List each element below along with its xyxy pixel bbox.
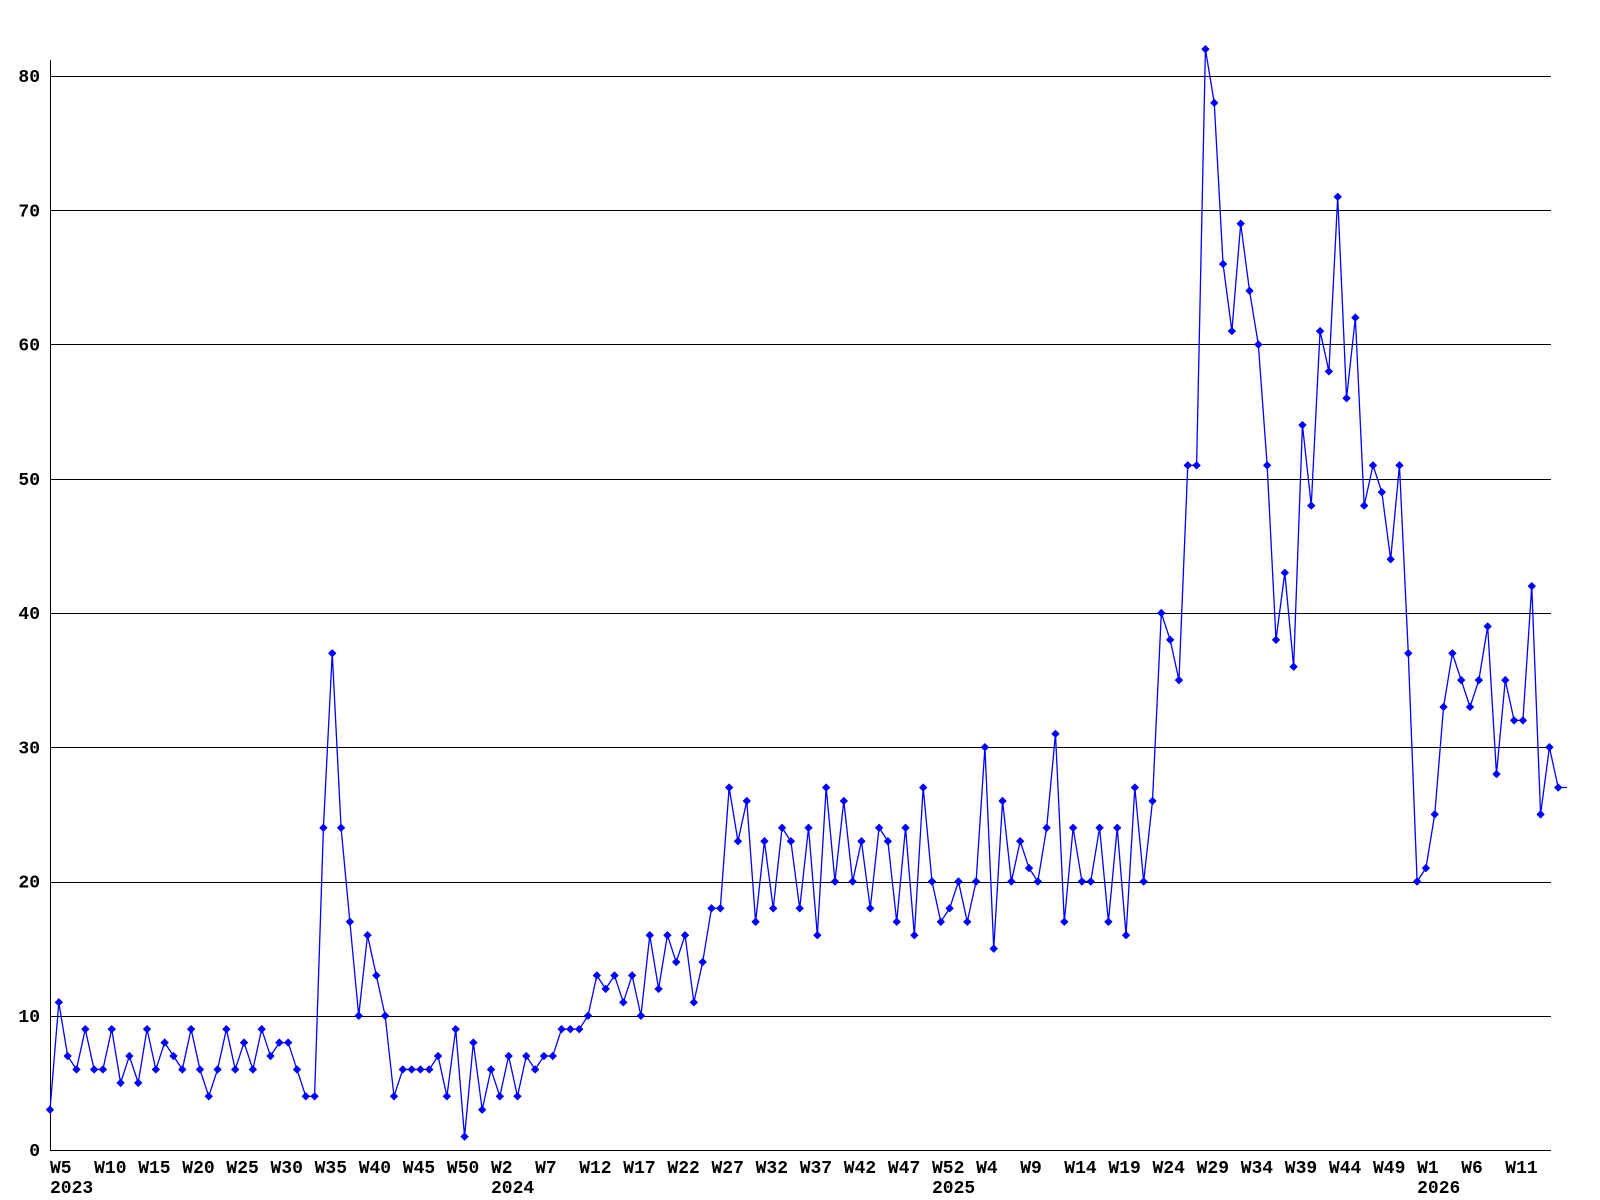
svg-text:W25: W25 [226,1159,258,1179]
svg-text:W12: W12 [579,1159,611,1179]
svg-text:W49: W49 [1373,1159,1405,1179]
svg-text:10: 10 [18,1008,40,1028]
svg-text:2025: 2025 [932,1179,975,1199]
svg-text:40: 40 [18,605,40,625]
svg-text:W7: W7 [535,1159,557,1179]
svg-text:W4: W4 [976,1159,998,1179]
svg-text:W29: W29 [1197,1159,1229,1179]
svg-text:W22: W22 [667,1159,699,1179]
svg-text:W30: W30 [271,1159,303,1179]
svg-text:W45: W45 [403,1159,435,1179]
svg-text:W39: W39 [1285,1159,1317,1179]
svg-text:W34: W34 [1241,1159,1274,1179]
svg-text:W47: W47 [888,1159,920,1179]
svg-text:W44: W44 [1329,1159,1362,1179]
svg-text:W35: W35 [315,1159,347,1179]
svg-text:2023: 2023 [50,1179,93,1199]
svg-text:W42: W42 [844,1159,876,1179]
svg-text:W52: W52 [932,1159,964,1179]
svg-text:W17: W17 [623,1159,655,1179]
svg-text:W11: W11 [1505,1159,1538,1179]
svg-text:W32: W32 [756,1159,788,1179]
svg-text:W40: W40 [359,1159,391,1179]
svg-text:70: 70 [18,202,40,222]
svg-text:W20: W20 [182,1159,214,1179]
svg-text:W10: W10 [94,1159,126,1179]
svg-text:0: 0 [29,1142,40,1162]
svg-text:20: 20 [18,874,40,894]
svg-text:W5: W5 [50,1159,72,1179]
svg-text:2024: 2024 [491,1179,534,1199]
svg-text:W37: W37 [800,1159,832,1179]
svg-text:W27: W27 [712,1159,744,1179]
svg-text:2026: 2026 [1417,1179,1460,1199]
svg-text:W24: W24 [1153,1159,1186,1179]
svg-text:W2: W2 [491,1159,513,1179]
svg-text:W50: W50 [447,1159,479,1179]
svg-text:80: 80 [18,68,40,88]
svg-text:W14: W14 [1064,1159,1097,1179]
svg-text:W19: W19 [1108,1159,1140,1179]
svg-text:W1: W1 [1417,1159,1439,1179]
svg-text:W9: W9 [1020,1159,1042,1179]
svg-text:50: 50 [18,471,40,491]
svg-text:W15: W15 [138,1159,170,1179]
svg-text:60: 60 [18,337,40,357]
svg-text:W6: W6 [1461,1159,1483,1179]
svg-text:30: 30 [18,739,40,759]
